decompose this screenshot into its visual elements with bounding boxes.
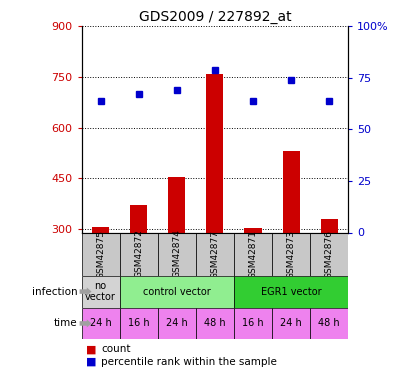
Text: GSM42873: GSM42873 <box>287 230 296 279</box>
Bar <box>168 177 185 232</box>
Text: 48 h: 48 h <box>318 318 340 328</box>
Text: 48 h: 48 h <box>204 318 226 328</box>
Bar <box>82 308 120 339</box>
Text: percentile rank within the sample: percentile rank within the sample <box>101 357 277 367</box>
Bar <box>234 232 272 276</box>
Text: GSM42875: GSM42875 <box>96 230 105 279</box>
Bar <box>130 206 147 232</box>
Text: 24 h: 24 h <box>280 318 302 328</box>
Bar <box>310 308 348 339</box>
Text: 16 h: 16 h <box>242 318 264 328</box>
Bar <box>244 228 261 232</box>
Text: ■: ■ <box>86 344 96 354</box>
Text: EGR1 vector: EGR1 vector <box>261 286 322 297</box>
Text: control vector: control vector <box>143 286 211 297</box>
Bar <box>82 232 120 276</box>
Text: infection: infection <box>32 286 78 297</box>
Bar <box>283 152 300 232</box>
Bar <box>206 74 224 232</box>
Bar <box>310 232 348 276</box>
Text: GSM42876: GSM42876 <box>325 230 334 279</box>
Text: GSM42871: GSM42871 <box>248 230 258 279</box>
Text: GSM42874: GSM42874 <box>172 230 181 279</box>
Bar <box>92 227 109 232</box>
Text: 24 h: 24 h <box>166 318 188 328</box>
Text: no
vector: no vector <box>85 281 116 302</box>
Text: GSM42872: GSM42872 <box>134 230 143 279</box>
Text: time: time <box>54 318 78 328</box>
Bar <box>120 276 234 308</box>
Bar <box>196 308 234 339</box>
Bar <box>234 308 272 339</box>
Text: 16 h: 16 h <box>128 318 150 328</box>
Bar <box>196 232 234 276</box>
Bar <box>120 232 158 276</box>
Bar <box>272 308 310 339</box>
Bar <box>158 232 196 276</box>
Bar <box>82 276 120 308</box>
Bar <box>272 232 310 276</box>
Text: count: count <box>101 344 131 354</box>
Title: GDS2009 / 227892_at: GDS2009 / 227892_at <box>139 10 291 24</box>
Bar <box>158 308 196 339</box>
Text: ■: ■ <box>86 357 96 367</box>
Text: GSM42877: GSM42877 <box>211 230 219 279</box>
Bar <box>321 219 338 232</box>
Bar <box>234 276 348 308</box>
Bar <box>120 308 158 339</box>
Text: 24 h: 24 h <box>90 318 111 328</box>
